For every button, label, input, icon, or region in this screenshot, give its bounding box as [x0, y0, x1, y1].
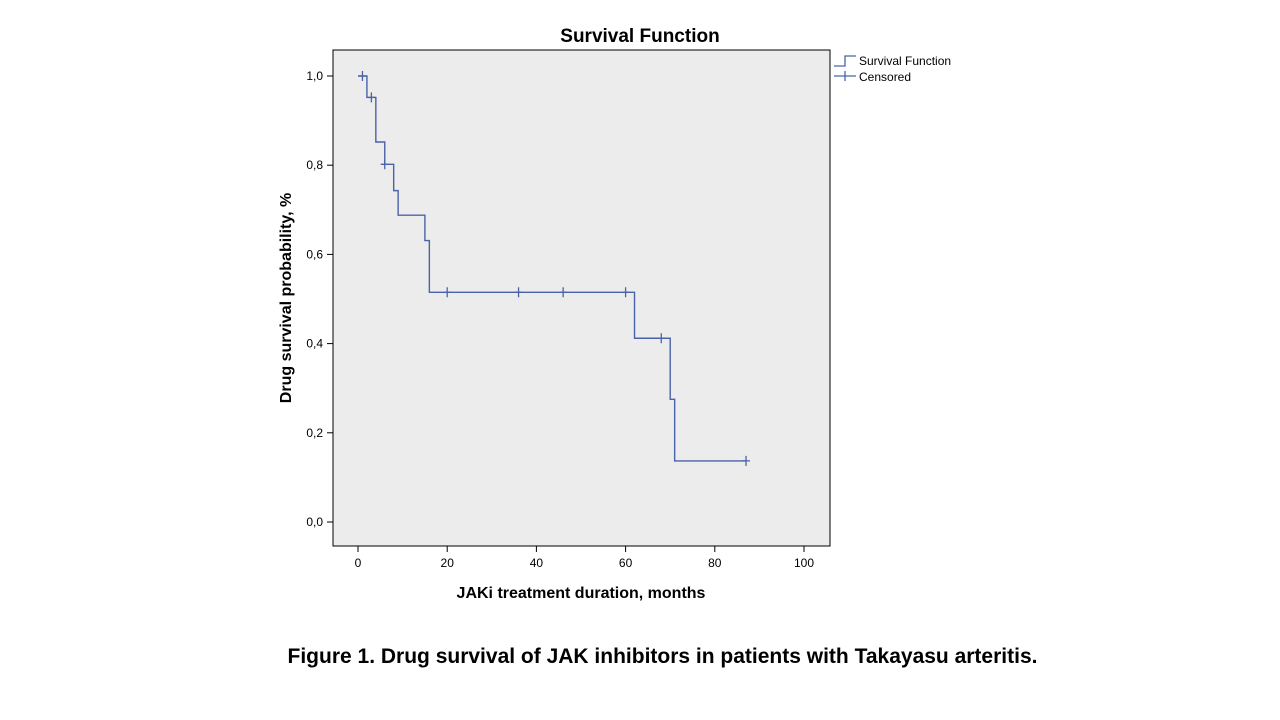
x-tick-label: 100: [794, 556, 814, 570]
legend-survival-line-icon: [834, 55, 856, 67]
y-tick-label: 0,6: [306, 247, 323, 261]
censored-marker: [514, 287, 523, 298]
censored-marker: [358, 71, 367, 81]
figure-caption: Figure 1. Drug survival of JAK inhibitor…: [287, 645, 1038, 668]
legend-censored-icon: [834, 71, 856, 81]
censored-marker: [559, 287, 568, 298]
x-axis: 0 20 40 60 80 100: [355, 546, 814, 570]
y-tick-label: 0,8: [306, 158, 323, 172]
x-tick-label: 80: [708, 556, 722, 570]
x-tick-label: 20: [441, 556, 455, 570]
x-axis-label: JAKi treatment duration, months: [457, 585, 706, 602]
censored-marker: [443, 287, 452, 298]
y-tick-label: 0,2: [306, 426, 323, 440]
censor-markers: [358, 71, 751, 466]
y-axis-label: Drug survival probability, %: [278, 193, 295, 403]
y-tick-label: 0,4: [306, 337, 323, 351]
y-axis: 0,0 0,2 0,4 0,6 0,8 1,0: [306, 69, 333, 529]
legend-survival-label: Survival Function: [859, 54, 951, 68]
chart-title: Survival Function: [560, 26, 719, 47]
survival-curve: [358, 75, 747, 462]
censored-marker: [657, 333, 666, 344]
survival-chart: Survival Function 0,0 0,2 0,4 0,6 0,8 1,0 0 20…: [278, 26, 951, 602]
censored-marker: [380, 159, 389, 170]
x-tick-label: 0: [355, 556, 362, 570]
series-layer: [358, 75, 747, 462]
y-tick-label: 1,0: [306, 69, 323, 83]
legend-censored-label: Censored: [859, 70, 911, 84]
y-tick-label: 0,0: [306, 515, 323, 529]
censored-marker: [742, 455, 751, 466]
x-tick-label: 60: [619, 556, 633, 570]
x-tick-label: 40: [530, 556, 544, 570]
censored-marker: [367, 92, 376, 103]
plot-area: [332, 49, 831, 547]
legend: Survival Function Censored: [834, 54, 951, 84]
censored-marker: [621, 287, 630, 298]
